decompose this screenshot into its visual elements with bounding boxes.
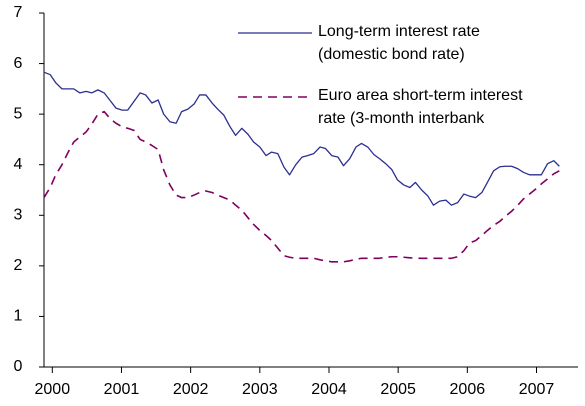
series-line (43, 110, 560, 263)
x-tick-label: 2002 (173, 381, 209, 398)
y-tick-label: 0 (14, 358, 23, 375)
y-tick-label: 4 (14, 156, 23, 173)
x-tick-label: 2000 (35, 381, 71, 398)
legend-label: Long-term interest rate (domestic bond r… (318, 23, 480, 63)
x-tick-label: 2007 (519, 381, 555, 398)
x-tick-label: 2005 (380, 381, 416, 398)
x-tick-label: 2001 (104, 381, 140, 398)
series-line (43, 71, 560, 206)
y-tick-label: 5 (14, 105, 23, 122)
y-tick-label: 2 (14, 257, 23, 274)
y-tick-label: 7 (14, 4, 23, 21)
y-tick-label: 3 (14, 207, 23, 224)
x-tick-label: 2003 (242, 381, 278, 398)
x-tick-label: 2004 (311, 381, 347, 398)
y-tick-label: 1 (14, 308, 23, 325)
x-tick-label: 2006 (450, 381, 486, 398)
legend-label: Euro area short-term interest rate (3-mo… (318, 87, 523, 127)
y-tick-label: 6 (14, 55, 23, 72)
